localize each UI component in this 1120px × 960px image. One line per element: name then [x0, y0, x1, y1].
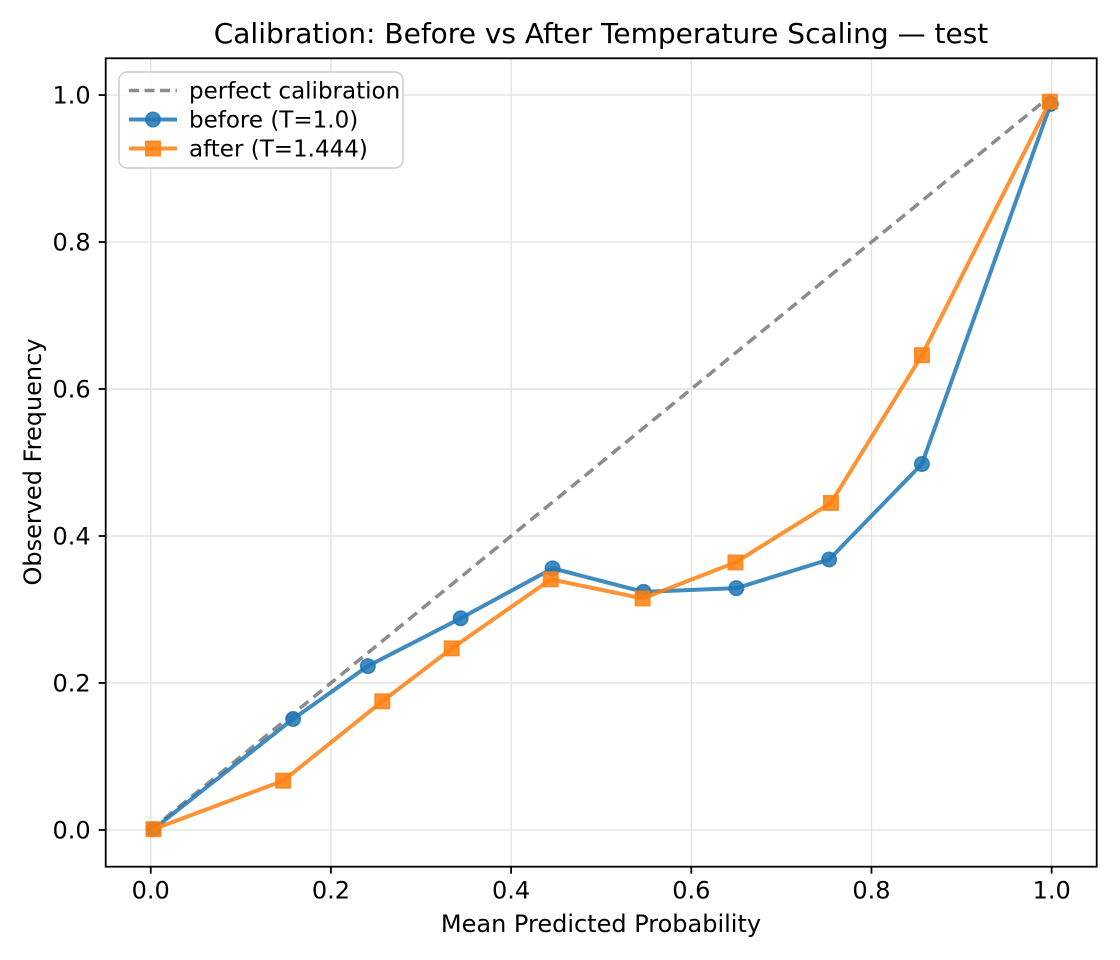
- data-point-marker: [285, 710, 302, 727]
- x-tick-label: 0.6: [672, 877, 710, 905]
- legend-entry: perfect calibration: [129, 79, 400, 105]
- data-point-marker: [359, 658, 376, 675]
- legend-box: [118, 71, 404, 169]
- legend-entry: before (T=1.0): [129, 108, 358, 134]
- series-after: [145, 93, 1058, 838]
- y-tick-label: 0.0: [53, 816, 91, 844]
- data-point-marker: [542, 571, 559, 588]
- legend-label: before (T=1.0): [189, 108, 358, 134]
- series-line: [151, 99, 1052, 832]
- x-tick-label: 0.4: [492, 877, 530, 905]
- x-axis-label: Mean Predicted Probability: [441, 910, 761, 938]
- y-tick-label: 0.4: [53, 522, 91, 550]
- data-point-marker: [913, 455, 930, 472]
- legend-handle-marker: [145, 111, 162, 128]
- x-tick-label: 1.0: [1033, 877, 1071, 905]
- legend-label: after (T=1.444): [189, 137, 368, 163]
- legend: perfect calibration before (T=1.0) after (…: [118, 71, 404, 169]
- data-point-marker: [452, 610, 469, 627]
- data-point-marker: [374, 693, 391, 710]
- data-point-marker: [145, 821, 162, 838]
- x-tick-label: 0.8: [852, 877, 890, 905]
- x-tick-label: 0.2: [312, 877, 350, 905]
- chart-title: Calibration: Before vs After Temperature…: [214, 17, 989, 50]
- data-point-marker: [821, 551, 838, 568]
- tick-labels: 0.0 0.2 0.4 0.6 0.8 1.0 0.0 0.2 0.4 0.6 0.8 1.0: [53, 82, 1071, 905]
- data-point-marker: [634, 590, 651, 607]
- legend-entry: after (T=1.444): [129, 137, 368, 163]
- legend-label: perfect calibration: [189, 79, 400, 105]
- data-point-marker: [822, 494, 839, 511]
- y-tick-label: 1.0: [53, 82, 91, 110]
- legend-handle-marker: [145, 140, 162, 157]
- data-point-marker: [727, 554, 744, 571]
- series-perfect: [149, 93, 1053, 832]
- y-tick-label: 0.6: [53, 376, 91, 404]
- y-tick-label: 0.2: [53, 669, 91, 697]
- data-point-marker: [728, 580, 745, 597]
- data-point-marker: [443, 640, 460, 657]
- grid: [105, 58, 1097, 867]
- y-tick-label: 0.8: [53, 229, 91, 257]
- axes-frame: [104, 57, 1098, 868]
- x-tick-label: 0.0: [132, 877, 170, 905]
- series-line: [149, 93, 1053, 832]
- data-point-marker: [1041, 93, 1058, 110]
- series-line: [151, 101, 1053, 832]
- y-axis-label: Observed Frequency: [19, 338, 47, 585]
- tick-marks: [98, 94, 1053, 874]
- data-point-marker: [913, 347, 930, 364]
- data-point-marker: [275, 772, 292, 789]
